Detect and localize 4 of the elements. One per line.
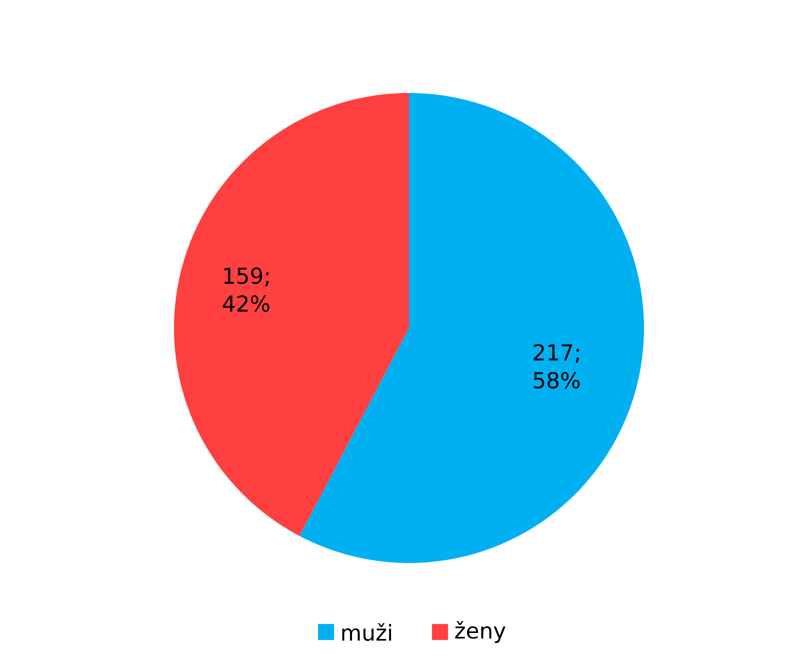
data-label: 159; 42% bbox=[222, 267, 270, 312]
legend-label: ženy bbox=[455, 620, 506, 644]
legend-label: muži bbox=[342, 623, 392, 641]
data-label: 217; 58% bbox=[534, 344, 580, 389]
